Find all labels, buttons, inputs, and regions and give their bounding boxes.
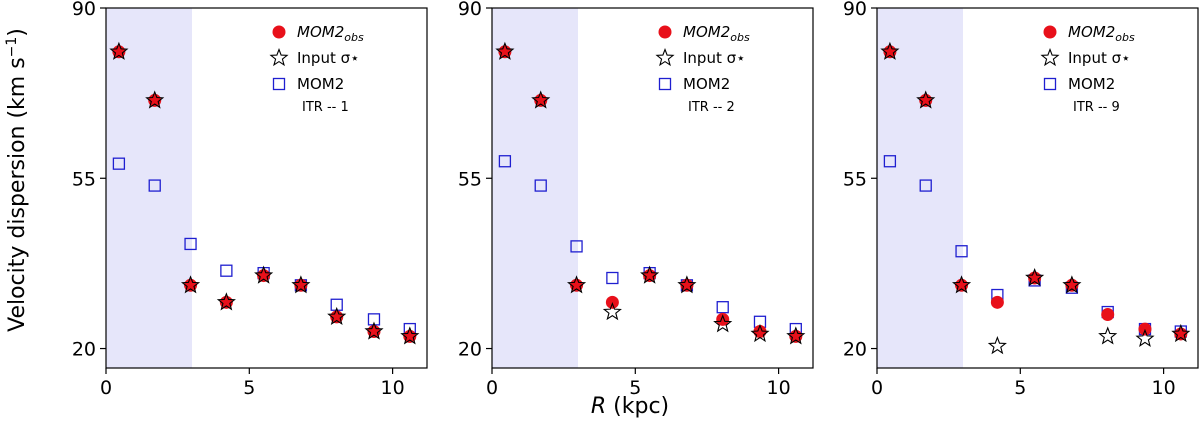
legend-input-sigma-label: Input σ⋆ <box>683 49 746 67</box>
iteration-annotation: ITR -- 2 <box>688 100 735 115</box>
legend: MOM2obs Input σ⋆ MOM2 ITR -- 2 <box>655 23 750 115</box>
x-tick-label: 10 <box>767 377 791 399</box>
y-tick-label: 20 <box>458 339 482 361</box>
y-tick-label: 55 <box>458 168 482 190</box>
x-tick-label: 5 <box>629 377 641 399</box>
input-sigma-point <box>880 41 900 60</box>
mom2-point <box>184 237 197 251</box>
input-sigma-point <box>495 41 515 60</box>
input-sigma-point <box>916 90 936 109</box>
mom2-point <box>570 240 583 253</box>
input-sigma-point <box>640 265 660 284</box>
input-sigma-point <box>291 275 311 294</box>
input-sigma-point <box>364 321 384 340</box>
input-sigma-point <box>987 336 1007 355</box>
input-sigma-point <box>951 275 972 294</box>
y-tick-label: 55 <box>843 168 867 190</box>
iteration-annotation: ITR -- 1 <box>302 100 349 115</box>
input-sigma-point <box>750 323 770 343</box>
y-tick-label: 90 <box>458 0 482 20</box>
y-tick-label: 55 <box>72 168 96 190</box>
legend: MOM2obs Input σ⋆ MOM2 ITR -- 1 <box>269 23 364 115</box>
mom2-point <box>606 271 619 285</box>
x-tick-label: 5 <box>243 377 255 399</box>
x-tick-label: 0 <box>486 377 498 399</box>
x-tick-label: 10 <box>1152 377 1176 399</box>
input-sigma-point <box>602 301 622 321</box>
input-sigma-point <box>786 326 806 345</box>
mom2-point <box>220 264 233 277</box>
legend-mom2-marker <box>658 77 672 91</box>
mom2-obs-point <box>990 295 1004 309</box>
legend-mom2-obs-label: MOM2obs <box>297 23 364 44</box>
input-sigma-point <box>1171 323 1191 343</box>
legend-mom2-marker <box>1043 77 1057 91</box>
mom2-point <box>330 298 343 311</box>
input-sigma-point <box>677 275 697 294</box>
y-tick-label: 90 <box>72 0 96 20</box>
panel-left: 0 5 10 20 55 90 MOM2obs Input σ⋆ MOM2 ITR -- 1 <box>72 0 428 399</box>
mom2-point <box>716 301 729 314</box>
input-sigma-point <box>1025 267 1045 287</box>
mom2-point <box>955 245 968 258</box>
x-tick-label: 5 <box>1014 377 1026 399</box>
legend-mom2-marker <box>272 77 286 91</box>
mom2-point <box>112 157 126 170</box>
input-sigma-point <box>531 90 551 109</box>
legend-mom2-obs-marker <box>272 25 286 39</box>
x-tick-label: 0 <box>100 377 112 399</box>
mom2-point <box>883 155 897 168</box>
legend-mom2-obs-label: MOM2obs <box>683 23 750 44</box>
axes-frame <box>491 7 814 369</box>
input-sigma-point <box>713 314 733 333</box>
mom2-point <box>919 179 932 192</box>
x-tick-label: 10 <box>381 377 405 399</box>
input-sigma-point <box>327 306 347 326</box>
axes-frame <box>876 7 1199 369</box>
legend-mom2-label: MOM2 <box>297 75 344 93</box>
mom2-obs-point <box>1101 307 1115 321</box>
input-sigma-point <box>1062 275 1082 294</box>
input-sigma-point <box>1098 326 1118 345</box>
panel-right: 0 5 10 20 55 90 MOM2obs Input σ⋆ MOM2 ITR -- 9 <box>843 0 1199 399</box>
mom2-point <box>148 179 161 192</box>
y-tick-label: 20 <box>843 339 867 361</box>
legend-mom2-label: MOM2 <box>683 75 730 93</box>
input-sigma-point <box>145 90 165 109</box>
legend-mom2-obs-label: MOM2obs <box>1068 23 1135 44</box>
y-axis-title: Velocity dispersion (km s−1) <box>4 28 30 332</box>
legend-mom2-obs-marker <box>658 25 672 39</box>
panel-middle: 0 5 10 20 55 90 MOM2obs Input σ⋆ MOM2 ITR -- 2 <box>458 0 814 399</box>
legend-mom2-obs-marker <box>1043 25 1057 39</box>
legend-input-sigma-marker <box>269 47 289 67</box>
legend-input-sigma-marker <box>655 47 675 67</box>
x-axis-title: R (kpc) <box>591 394 669 419</box>
legend-input-sigma-label: Input σ⋆ <box>297 49 360 67</box>
legend-input-sigma-marker <box>1040 47 1060 67</box>
mom2-point <box>498 155 512 168</box>
input-sigma-point <box>1135 328 1155 347</box>
input-sigma-point <box>566 275 587 294</box>
y-tick-label: 20 <box>72 339 96 361</box>
input-sigma-point <box>400 326 420 345</box>
legend-mom2-label: MOM2 <box>1068 75 1115 93</box>
input-sigma-point <box>180 275 201 294</box>
mom2-obs-point <box>716 312 730 326</box>
input-sigma-point <box>254 265 274 284</box>
mom2-point <box>534 179 547 192</box>
axes-frame <box>105 7 428 369</box>
iteration-annotation: ITR -- 9 <box>1073 100 1120 115</box>
input-sigma-point <box>109 41 129 60</box>
x-tick-label: 0 <box>871 377 883 399</box>
legend: MOM2obs Input σ⋆ MOM2 ITR -- 9 <box>1040 23 1135 115</box>
y-tick-label: 90 <box>843 0 867 20</box>
input-sigma-point <box>216 292 236 311</box>
legend-input-sigma-label: Input σ⋆ <box>1068 49 1131 67</box>
mom2-point <box>367 313 381 326</box>
